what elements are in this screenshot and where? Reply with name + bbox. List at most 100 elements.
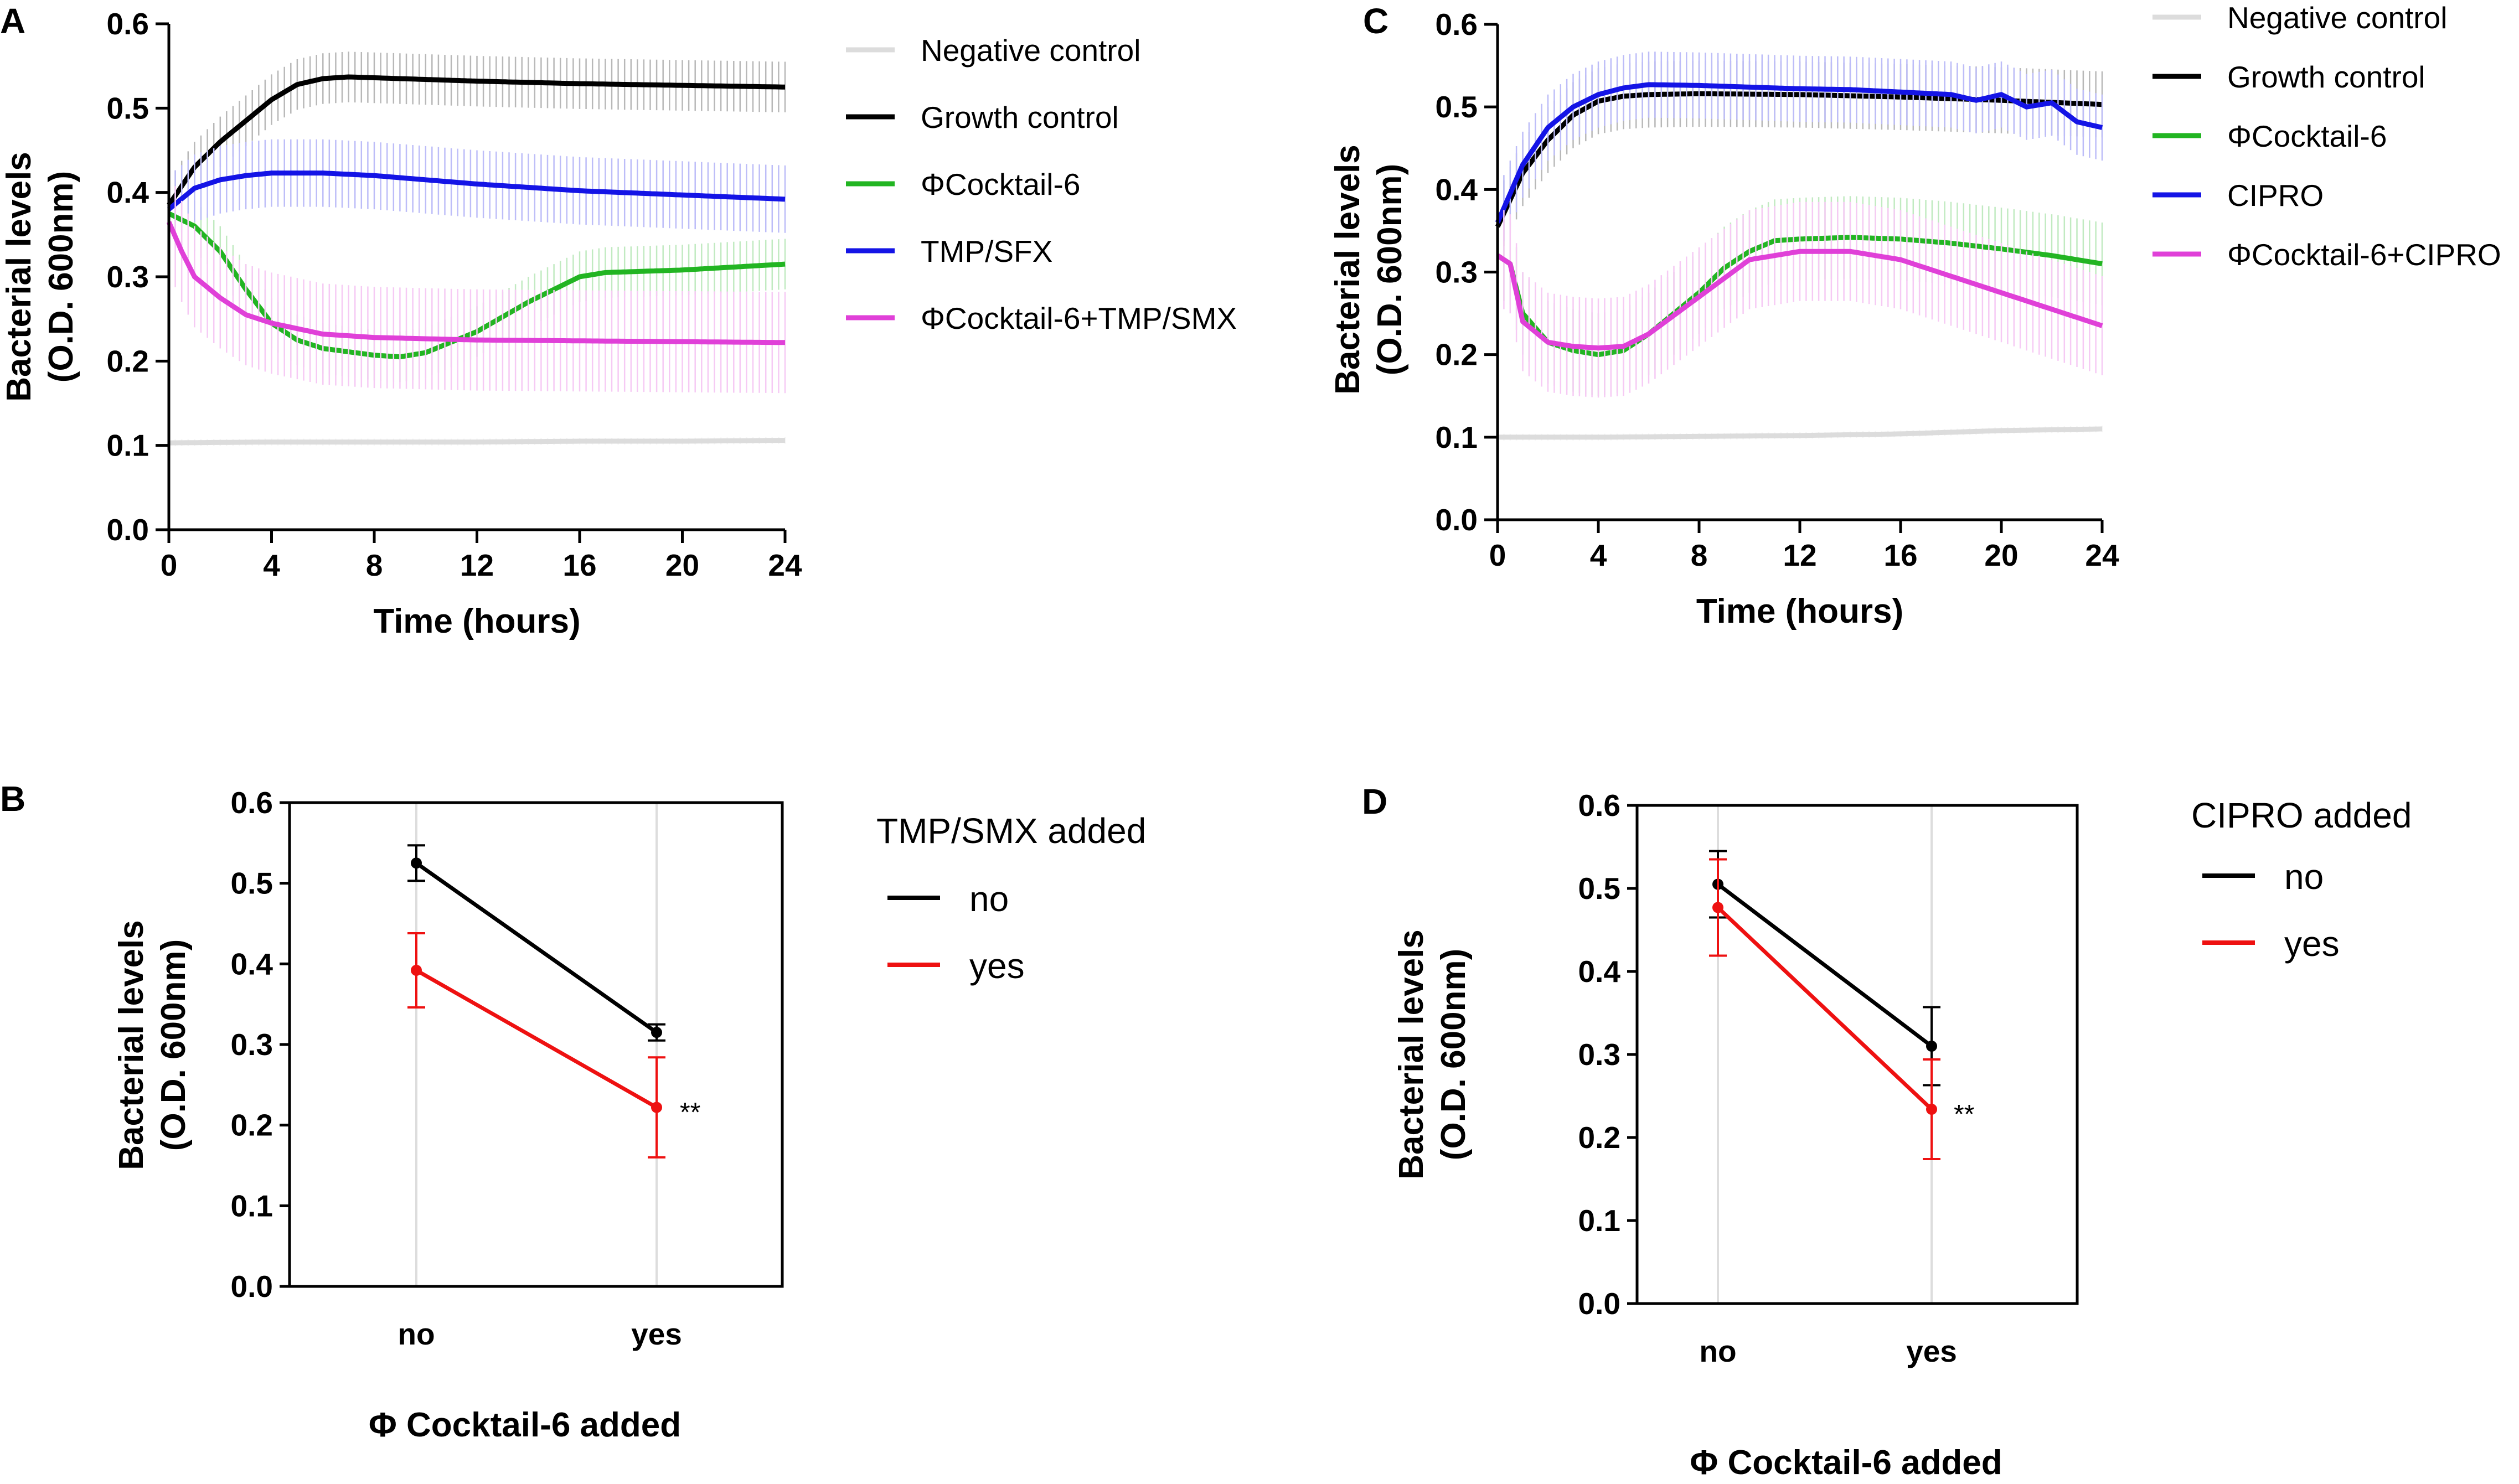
series-line: [415, 861, 658, 1035]
legend-item-cocktail-6-cipro: ΦCocktail-6+CIPRO: [2152, 237, 2501, 272]
series-line: [166, 221, 785, 345]
data-point: [651, 1027, 662, 1038]
x-tick-label: 4: [263, 548, 280, 582]
y-tick-label: 0.0: [1436, 503, 1478, 537]
legend: CIPRO added no yes: [2191, 795, 2412, 964]
y-tick-label: 0.1: [107, 428, 149, 463]
y-tick-label: 0.3: [1578, 1037, 1620, 1072]
y-axis-title: Bacterial levels (O.D. 600nm): [112, 920, 193, 1170]
x-tick-label: no: [1699, 1334, 1736, 1368]
x-tick-label: 12: [460, 548, 494, 582]
panel-c: C 0.0 0.1 0.2 0.3 0.4 0.5 0.6 0 4 8 12 16 20 24 Time (h…: [1329, 1, 2501, 630]
series-line: [1496, 249, 2103, 351]
data-point: [1926, 1104, 1937, 1115]
y-axis-title-line: Bacterial levels: [1329, 144, 1367, 395]
legend-label: ΦCocktail-6: [2227, 119, 2387, 153]
y-tick-label: 0.3: [231, 1027, 273, 1062]
series-line: [167, 170, 786, 211]
x-axis-title: Φ Cocktail-6 added: [369, 1406, 681, 1444]
legend-item-yes: yes: [2202, 924, 2340, 964]
y-axis-title-line: (O.D. 600nm): [42, 171, 80, 382]
x-tick-label: 8: [1691, 538, 1708, 572]
legend-label: Growth control: [2227, 60, 2425, 94]
y-tick-label: 0.1: [1436, 420, 1478, 454]
y-tick-label: 0.0: [231, 1269, 273, 1304]
y-axis-title: Bacterial levels (O.D. 600nm): [1329, 144, 1409, 395]
legend-item-no: no: [887, 879, 1009, 919]
x-tick-label: 20: [1984, 538, 2018, 572]
y-axis-title-line: Bacterial levels: [1392, 929, 1431, 1180]
legend-title: CIPRO added: [2191, 795, 2412, 835]
series-line: [1495, 82, 2103, 224]
legend-label: ΦCocktail-6+TMP/SMX: [921, 301, 1237, 335]
x-tick-label: 16: [562, 548, 596, 582]
legend: TMP/SMX added no yes: [876, 811, 1146, 986]
x-axis-title: Φ Cocktail-6 added: [1690, 1444, 2002, 1482]
data-point: [1712, 902, 1723, 913]
legend: Negative control Growth control ΦCocktail-…: [2152, 1, 2501, 272]
plot-frame: [1635, 804, 2079, 1305]
y-tick-label: 0.2: [107, 344, 149, 378]
legend-label: no: [969, 879, 1009, 919]
y-tick-label: 0.5: [231, 866, 273, 901]
legend-item-tmp-sfx: TMP/SFX: [846, 234, 1052, 268]
legend-item-yes: yes: [887, 946, 1025, 986]
legend-item-cocktail-6: ΦCocktail-6: [2152, 119, 2387, 153]
series-line: [169, 438, 786, 446]
panel-label: B: [0, 779, 25, 819]
y-axis-title-line: Bacterial levels: [112, 920, 151, 1170]
y-tick-label: 0.3: [107, 260, 149, 294]
series-yes: [407, 932, 665, 1159]
legend-item-cocktail-6: ΦCocktail-6: [846, 167, 1080, 201]
legend-label: TMP/SFX: [921, 234, 1052, 268]
y-tick-label: 0.6: [107, 7, 149, 41]
series-cocktail-6-cipro: [1496, 201, 2103, 398]
y-tick-label: 0.2: [231, 1108, 273, 1142]
series-negative-control: [168, 437, 786, 447]
y-axis-title: Bacterial levels (O.D. 600nm): [1392, 929, 1473, 1180]
y-axis-title-line: Bacterial levels: [0, 152, 38, 402]
legend-item-growth-control: Growth control: [2152, 60, 2425, 94]
error-band: [1496, 201, 2103, 398]
legend-label: CIPRO: [2227, 178, 2324, 213]
y-tick-label: 0.5: [1436, 90, 1478, 124]
x-tick-label: 12: [1783, 538, 1816, 572]
series-line: [1716, 882, 1933, 1048]
panel-a: A 0.0 0.1 0.2 0.3 0.4 0.5 0.6 0 4 8 12 16 20 24 Time (h…: [0, 1, 1237, 640]
y-axis-title-line: (O.D. 600nm): [154, 939, 193, 1151]
x-tick-label: 0: [1489, 538, 1506, 572]
x-tick-label: 16: [1883, 538, 1917, 572]
data-point: [411, 964, 422, 976]
x-axis-title: Time (hours): [373, 602, 580, 640]
y-tick-label: 0.4: [1436, 172, 1478, 206]
legend-item-negative-control: Negative control: [2152, 1, 2447, 35]
legend-label: Negative control: [921, 33, 1140, 68]
x-tick-label: yes: [631, 1317, 682, 1351]
significance-mark: **: [680, 1098, 700, 1128]
panel-label: D: [1362, 782, 1387, 821]
data-point: [1926, 1041, 1937, 1052]
panel-label: A: [0, 1, 25, 41]
y-tick-label: 0.1: [231, 1188, 273, 1223]
x-tick-label: 20: [665, 548, 699, 582]
y-axis-title-line: (O.D. 600nm): [1371, 164, 1409, 375]
series-line: [167, 74, 785, 207]
series-yes: [1709, 858, 1940, 1160]
series-no: [1709, 850, 1940, 1087]
legend-title: TMP/SMX added: [876, 811, 1146, 851]
y-tick-label: 0.0: [1578, 1286, 1620, 1321]
x-axis-title: Time (hours): [1696, 592, 1903, 630]
series-tmp-sfx: [167, 139, 786, 244]
x-tick-label: yes: [1906, 1334, 1957, 1368]
legend-label: yes: [2284, 924, 2340, 964]
legend-label: ΦCocktail-6: [921, 167, 1080, 201]
series-no: [407, 844, 665, 1042]
y-axis-title: Bacterial levels (O.D. 600nm): [0, 152, 80, 402]
legend-item-no: no: [2202, 857, 2324, 897]
series-negative-control: [1496, 426, 2103, 441]
series-cocktail-6-tmp-smx: [166, 171, 786, 394]
series-line: [1716, 906, 1933, 1111]
y-tick-label: 0.2: [1436, 338, 1478, 372]
y-tick-label: 0.5: [107, 91, 149, 125]
